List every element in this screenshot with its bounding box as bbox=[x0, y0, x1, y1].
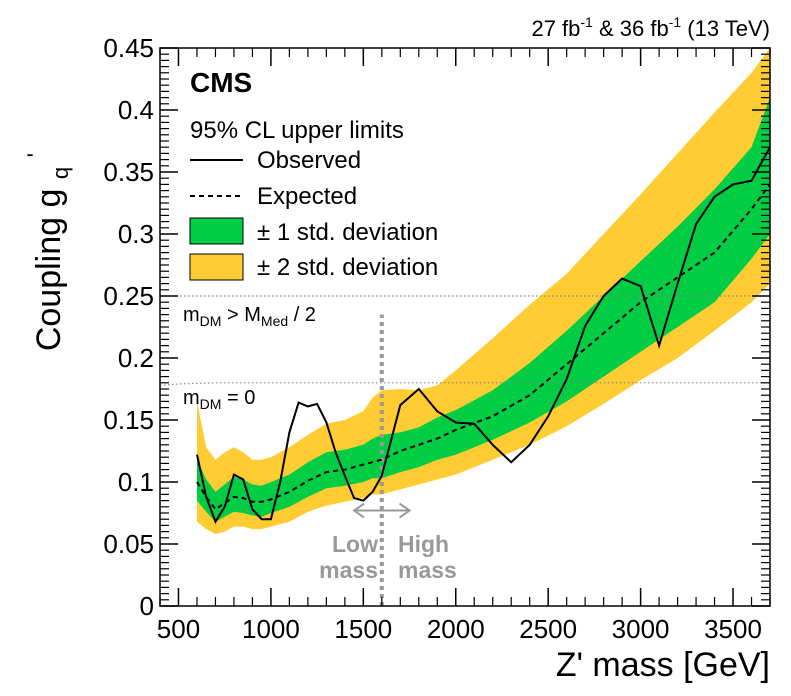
luminosity-label: 27 fb-1 & 36 fb-1 (13 TeV) bbox=[531, 14, 770, 41]
lumi-b-sup: -1 bbox=[669, 14, 682, 30]
y-tick-label: 0.25 bbox=[103, 281, 154, 311]
reference-lines bbox=[159, 295, 770, 386]
series-expected bbox=[196, 183, 771, 511]
cms-label: CMS bbox=[190, 67, 252, 98]
legend-band2: ± 2 std. deviation bbox=[257, 254, 438, 281]
legend-expected: Expected bbox=[257, 183, 357, 210]
limit-curves bbox=[196, 146, 771, 524]
y-tick-label: 0 bbox=[140, 591, 154, 621]
ref0-main: m bbox=[183, 304, 200, 326]
ref0-tail: / 2 bbox=[288, 304, 316, 326]
mass-divider bbox=[352, 314, 412, 606]
lumi-a: 27 fb bbox=[531, 16, 580, 41]
ref0-mid: > M bbox=[221, 304, 260, 326]
uncertainty-bands bbox=[197, 48, 770, 535]
ref1-sub1: DM bbox=[200, 396, 222, 412]
x-tick-label: 2000 bbox=[427, 614, 485, 644]
y-tick-label: 0.4 bbox=[118, 95, 154, 125]
y-tick-label: 0.1 bbox=[118, 467, 154, 497]
y-tick-label: 0.15 bbox=[103, 405, 154, 435]
y-axis-label-main: Coupling g bbox=[30, 189, 68, 352]
x-tick-label: 1500 bbox=[334, 614, 392, 644]
y-tick-label: 0.35 bbox=[103, 157, 154, 187]
legend-band1-swatch bbox=[189, 217, 244, 245]
legend-band1: ± 1 std. deviation bbox=[257, 219, 438, 246]
x-tick-label: 3000 bbox=[612, 614, 670, 644]
y-tick-label: 0.3 bbox=[118, 219, 154, 249]
x-tick-label: 3500 bbox=[704, 614, 762, 644]
ref1-mid: = 0 bbox=[221, 387, 255, 409]
y-axis-label: Coupling g q ' bbox=[23, 153, 76, 351]
y-tick-label: 0.45 bbox=[103, 33, 154, 63]
lumi-mid: & 36 fb bbox=[593, 16, 669, 41]
series-observed bbox=[196, 146, 771, 524]
low-mass-label-line1: Low bbox=[332, 531, 378, 557]
y-tick-label: 0.05 bbox=[103, 529, 154, 559]
legend-title: 95% CL upper limits bbox=[190, 117, 404, 144]
y-tick-label: 0.2 bbox=[118, 343, 154, 373]
low-mass-label-line2: mass bbox=[319, 557, 378, 583]
ref0-sub2: Med bbox=[261, 313, 288, 329]
lumi-tail: (13 TeV) bbox=[681, 16, 770, 41]
ref-label-half-mediator: mDM > MMed / 2 bbox=[183, 304, 316, 329]
high-mass-label-line2: mass bbox=[398, 557, 457, 583]
y-axis-label-sup: ' bbox=[23, 153, 50, 158]
band-1sigma bbox=[197, 97, 770, 522]
ref1-main: m bbox=[183, 387, 200, 409]
legend-observed: Observed bbox=[257, 147, 361, 174]
x-tick-label: 2500 bbox=[519, 614, 577, 644]
ref-label-zero-mass: mDM = 0 bbox=[183, 387, 255, 412]
x-tick-label: 1000 bbox=[242, 614, 300, 644]
y-axis-label-sub: q bbox=[48, 167, 73, 179]
mass-arrow-right-head bbox=[398, 502, 412, 519]
legend: 95% CL upper limits Observed Expected ± … bbox=[189, 117, 438, 281]
reference-line-1 bbox=[159, 382, 770, 386]
x-axis-label: Z' mass [GeV] bbox=[556, 646, 770, 684]
x-tick-label: 500 bbox=[157, 614, 200, 644]
lumi-a-sup: -1 bbox=[580, 14, 593, 30]
high-mass-label-line1: High bbox=[398, 531, 449, 557]
legend-band2-swatch bbox=[189, 253, 244, 281]
ref0-sub1: DM bbox=[200, 313, 222, 329]
axis-ticks: 500 1000 1500 2000 2500 3000 3500 0 0.05 0.1 0.15 0… bbox=[103, 33, 771, 644]
mass-arrow-left-head bbox=[352, 502, 365, 519]
